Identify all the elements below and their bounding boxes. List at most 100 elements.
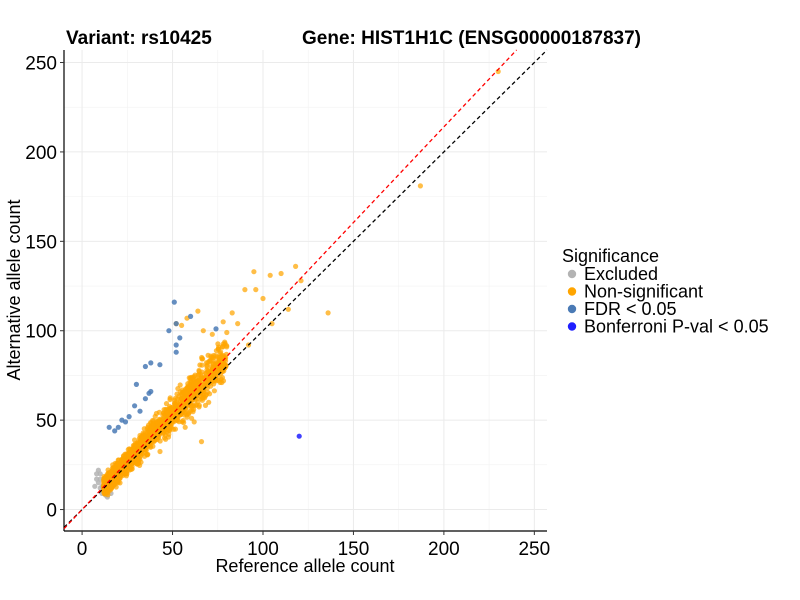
point <box>164 424 170 430</box>
point <box>285 306 291 312</box>
point <box>325 310 331 316</box>
point <box>219 363 225 369</box>
y-tick-label: 0 <box>46 501 57 522</box>
point <box>213 348 219 354</box>
point <box>293 263 299 269</box>
point <box>166 328 172 334</box>
y-tick-label: 150 <box>25 232 57 253</box>
point <box>133 381 139 387</box>
legend-marker <box>567 287 577 296</box>
point <box>184 391 190 398</box>
legend: Significance ExcludedNon-significantFDR … <box>562 246 769 337</box>
point <box>138 459 144 465</box>
point <box>220 343 226 350</box>
point <box>235 321 241 327</box>
point <box>208 353 214 359</box>
point <box>163 436 169 442</box>
legend-marker <box>567 269 577 279</box>
title-gene: Gene: HIST1H1C (ENSG00000187837) <box>302 28 641 49</box>
point <box>156 416 162 422</box>
point <box>170 406 176 412</box>
point <box>125 447 131 453</box>
x-tick-label: 100 <box>247 539 279 560</box>
point <box>173 349 179 355</box>
point <box>213 378 219 384</box>
point <box>177 382 183 388</box>
point <box>113 477 119 483</box>
x-tick-label: 0 <box>77 539 88 560</box>
point <box>199 362 205 368</box>
y-tick-label: 50 <box>36 411 57 432</box>
point <box>136 452 142 458</box>
point <box>92 483 98 489</box>
point <box>242 287 248 293</box>
point <box>172 426 178 432</box>
series-non-significant <box>101 68 501 498</box>
point <box>206 399 212 405</box>
point <box>132 403 138 409</box>
point <box>142 363 148 370</box>
point <box>157 362 163 368</box>
point <box>199 356 205 362</box>
point <box>179 419 185 425</box>
y-tick-label: 250 <box>25 54 57 75</box>
series-fdr-0-05 <box>106 299 219 434</box>
point <box>189 385 195 392</box>
point <box>224 329 230 336</box>
point <box>209 367 215 373</box>
point <box>154 425 160 431</box>
point <box>203 392 209 398</box>
legend-label: FDR < 0.05 <box>584 299 677 319</box>
point <box>113 466 119 472</box>
point <box>101 476 107 482</box>
x-tick-label: 250 <box>518 539 550 560</box>
point <box>190 374 196 380</box>
x-tick-label: 50 <box>162 539 183 560</box>
point <box>260 295 266 302</box>
axes <box>63 50 547 532</box>
data-points <box>92 68 501 500</box>
point <box>213 326 219 332</box>
point <box>267 272 273 278</box>
legend-label: Excluded <box>584 264 658 284</box>
point <box>122 419 129 425</box>
point <box>171 397 177 403</box>
point <box>200 328 206 334</box>
point <box>188 408 194 414</box>
point <box>194 391 200 398</box>
point <box>198 396 205 402</box>
point <box>142 430 148 436</box>
point <box>417 183 423 189</box>
point <box>197 385 203 391</box>
point <box>209 331 215 337</box>
point <box>198 439 205 445</box>
point <box>195 308 201 314</box>
point <box>94 476 100 482</box>
point <box>142 396 148 402</box>
legend-label: Bonferroni P-val < 0.05 <box>584 317 769 337</box>
point <box>128 450 135 456</box>
point <box>105 490 111 496</box>
point <box>219 375 225 381</box>
point <box>137 408 143 414</box>
point <box>211 388 217 394</box>
point <box>108 470 115 476</box>
point <box>253 287 259 293</box>
point <box>173 321 179 327</box>
point <box>229 310 235 316</box>
point <box>188 313 194 319</box>
point <box>173 342 179 348</box>
point <box>157 448 163 455</box>
point <box>142 453 148 459</box>
point <box>212 353 219 359</box>
point <box>251 269 257 275</box>
x-tick-label: 150 <box>338 539 370 560</box>
point <box>155 435 162 441</box>
reference-lines <box>63 49 548 530</box>
point <box>150 443 156 449</box>
y-axis-title: Alternative allele count <box>4 199 24 380</box>
point <box>163 401 170 407</box>
point <box>115 424 121 430</box>
point <box>171 299 177 305</box>
